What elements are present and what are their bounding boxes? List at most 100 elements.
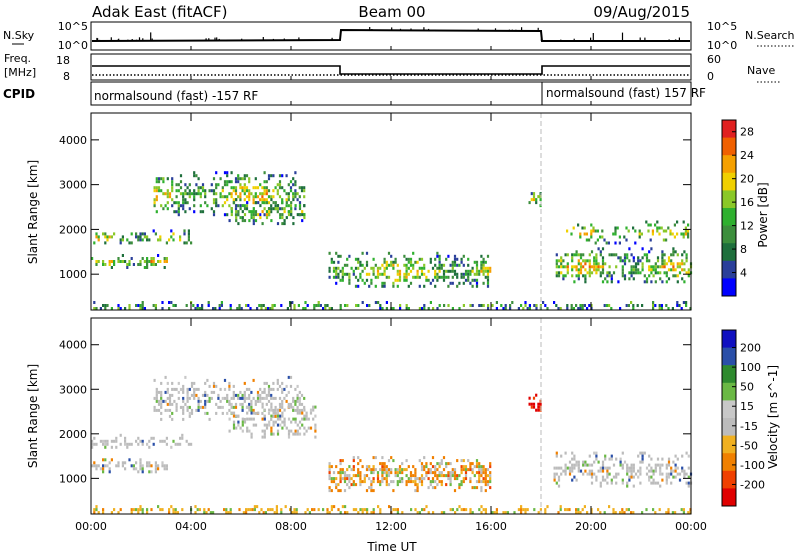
data-cell: [429, 468, 432, 472]
data-cell: [610, 280, 613, 284]
data-cell: [661, 478, 664, 482]
data-cell: [281, 405, 284, 409]
data-cell: [626, 463, 629, 467]
data-cell: [137, 470, 140, 474]
data-cell: [153, 378, 156, 382]
data-cell: [259, 204, 262, 208]
data-cell: [219, 387, 222, 391]
data-cell: [608, 505, 611, 509]
data-cell: [121, 238, 124, 242]
data-cell: [215, 402, 218, 406]
data-cell: [300, 189, 304, 193]
data-cell: [298, 396, 301, 400]
data-cell: [298, 186, 301, 190]
data-cell: [152, 442, 155, 446]
data-cell: [163, 260, 166, 263]
data-cell: [172, 304, 175, 307]
data-cell: [248, 387, 251, 391]
data-cell: [467, 459, 470, 463]
data-cell: [270, 405, 273, 409]
data-cell: [423, 263, 426, 267]
data-cell: [585, 238, 588, 242]
data-cell: [348, 272, 351, 276]
data-cell: [363, 477, 366, 481]
data-cell: [484, 511, 487, 515]
data-cell: [652, 268, 655, 272]
data-cell: [579, 235, 582, 239]
data-cell: [252, 222, 255, 226]
data-cell: [171, 387, 174, 391]
data-cell: [355, 508, 358, 512]
data-cell: [447, 474, 450, 478]
data-cell: [306, 304, 309, 307]
data-cell: [456, 263, 459, 267]
data-cell: [656, 229, 659, 233]
data-cell: [261, 192, 264, 196]
data-cell: [245, 387, 249, 391]
data-cell: [357, 468, 360, 472]
data-cell: [242, 511, 245, 515]
data-cell: [685, 304, 688, 307]
data-cell: [150, 470, 153, 474]
data-cell: [232, 201, 236, 205]
data-cell: [104, 458, 107, 462]
data-cell: [509, 304, 512, 307]
data-cell: [469, 480, 472, 484]
colorbar-swatch: [722, 470, 736, 489]
data-cell: [281, 426, 284, 430]
data-cell: [456, 508, 459, 512]
data-cell: [232, 420, 236, 424]
data-cell: [126, 263, 129, 266]
data-cell: [281, 399, 284, 403]
data-cell: [480, 304, 483, 307]
data-cell: [581, 307, 584, 310]
data-cell: [662, 238, 665, 242]
data-cell: [557, 475, 561, 479]
data-cell: [658, 508, 661, 512]
data-cell: [639, 466, 642, 470]
colorbar-swatch: [722, 453, 736, 472]
data-cell: [683, 469, 686, 473]
data-cell: [363, 508, 366, 512]
data-cell: [445, 465, 448, 469]
data-cell: [146, 257, 149, 260]
data-cell: [638, 229, 641, 233]
data-cell: [268, 207, 271, 211]
data-cell: [175, 210, 178, 214]
data-cell: [648, 250, 651, 254]
data-cell: [298, 420, 302, 424]
data-cell: [458, 505, 461, 509]
data-cell: [207, 508, 210, 512]
data-cell: [423, 465, 426, 469]
data-cell: [113, 508, 116, 512]
data-cell: [135, 439, 138, 443]
data-cell: [190, 393, 194, 397]
data-cell: [672, 475, 675, 479]
data-cell: [274, 186, 277, 190]
data-cell: [232, 414, 236, 418]
data-cell: [212, 307, 215, 310]
data-cell: [248, 192, 251, 196]
data-cell: [252, 198, 255, 202]
data-cell: [469, 269, 472, 273]
data-cell: [132, 464, 135, 468]
data-cell: [469, 465, 472, 469]
data-cell: [504, 511, 507, 515]
data-cell: [671, 511, 674, 515]
data-cell: [365, 272, 369, 276]
data-cell: [385, 468, 388, 472]
data-cell: [687, 274, 690, 278]
data-cell: [658, 232, 661, 236]
data-cell: [601, 280, 605, 284]
data-cell: [687, 223, 690, 227]
data-cell: [621, 274, 624, 278]
data-cell: [341, 272, 344, 276]
data-cell: [274, 408, 277, 412]
data-cell: [226, 399, 229, 403]
data-cell: [238, 307, 241, 310]
data-cell: [160, 405, 163, 409]
data-cell: [683, 472, 686, 476]
data-cell: [245, 195, 249, 199]
data-cell: [434, 474, 437, 478]
data-cell: [467, 468, 470, 472]
